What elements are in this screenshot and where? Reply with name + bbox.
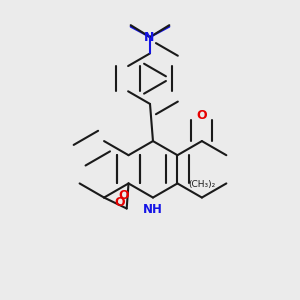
Text: N: N — [144, 31, 154, 44]
Text: O: O — [114, 196, 124, 208]
Text: O: O — [196, 109, 207, 122]
Text: (CH₃)₂: (CH₃)₂ — [189, 180, 216, 189]
Text: NH: NH — [143, 203, 163, 216]
Text: O: O — [118, 190, 129, 202]
